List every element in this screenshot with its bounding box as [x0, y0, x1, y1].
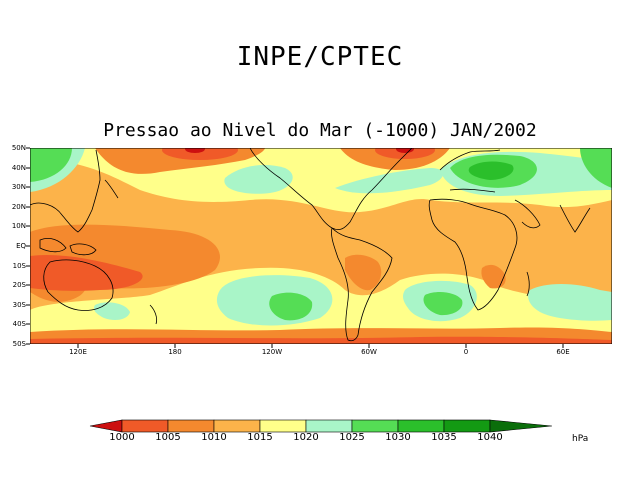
lat-label-40n: 40N	[11, 164, 26, 172]
colorbar-label-1005: 1005	[155, 432, 181, 443]
field-lt1000-north-low-a	[185, 148, 205, 153]
colorbar-swatch-1020-1025	[305, 419, 353, 433]
colorbar-unit: hPa	[572, 434, 589, 444]
lon-label-0: 0	[463, 348, 469, 356]
colorbar-label-1025: 1025	[339, 432, 365, 443]
coastline-madagascar	[526, 271, 530, 297]
colorbar-swatch-1035-1040	[443, 419, 491, 433]
coastline-japan	[104, 179, 119, 199]
lat-label-50n: 50N	[11, 144, 26, 152]
coastline-mediterranean	[449, 188, 496, 193]
field-1020-1025-north-atlantic-high	[335, 168, 444, 194]
coastline-maritime-continent-b	[69, 243, 97, 256]
coastline-india	[559, 204, 591, 233]
field-1000-1005-north-low-b	[375, 148, 435, 159]
colorbar-swatch-1010-1015	[213, 419, 261, 433]
lat-label-10n: 10N	[11, 222, 26, 230]
header-title: INPE/CPTEC	[236, 42, 404, 72]
colorbar	[89, 419, 553, 433]
coastline-north-america	[249, 148, 413, 230]
field-1020-1025-tasman	[94, 302, 130, 320]
coastline-east-asia	[30, 149, 101, 233]
lon-label-60e: 60E	[556, 348, 570, 356]
colorbar-label-1000: 1000	[109, 432, 135, 443]
field-1000-1005-north-low-a	[162, 148, 238, 160]
colorbar-swatch-1025-1030	[351, 419, 399, 433]
field-1025-1030-west	[30, 148, 72, 182]
colorbar-swatch-1005-1010	[167, 419, 215, 433]
lat-label-40s: 40S	[12, 320, 26, 328]
coastline-new-zealand	[149, 304, 158, 325]
colorbar-label-1040: 1040	[477, 432, 503, 443]
field-1005-1010-south-america	[345, 254, 382, 291]
field-1020-1025-north-pacific-high	[224, 165, 293, 194]
map-title: Pressao ao Nivel do Mar (-1000) JAN/2002	[103, 120, 537, 141]
coastline-maritime-continent-a	[39, 238, 67, 253]
lat-label-30n: 30N	[11, 183, 26, 191]
coastline-australia	[43, 259, 114, 311]
field-1000-1005-west-tropics	[30, 254, 143, 291]
coastlines	[30, 148, 591, 342]
field-1005-1010-africa	[481, 264, 506, 289]
colorbar-swatch-1000-1005	[121, 419, 169, 433]
pressure-field	[30, 148, 612, 344]
field-1025-1030-south-atlantic	[423, 292, 463, 316]
lat-label-10s: 10S	[12, 262, 26, 270]
field-1000-1005-southern-ocean	[30, 336, 612, 344]
lat-label-30s: 30S	[12, 301, 26, 309]
field-1025-1030-east	[580, 148, 612, 188]
colorbar-label-1035: 1035	[431, 432, 457, 443]
colorbar-arrow-low	[89, 419, 123, 433]
field-1030-1035-asia	[468, 161, 514, 180]
coastline-europe	[439, 149, 501, 171]
colorbar-label-1010: 1010	[201, 432, 227, 443]
coastline-arabia	[514, 199, 541, 229]
lat-label-eq: EQ	[16, 242, 26, 250]
lon-label-120e: 120E	[69, 348, 87, 356]
colorbar-label-1015: 1015	[247, 432, 273, 443]
field-1025-1030-south-pacific	[269, 292, 313, 321]
field-1020-1025-south-indian	[528, 284, 612, 321]
field-lt1000-north-low-b	[396, 148, 414, 153]
lon-label-60w: 60W	[361, 348, 377, 356]
coastline-africa	[428, 198, 518, 311]
colorbar-swatch-1030-1035	[397, 419, 445, 433]
lon-label-180: 180	[168, 348, 182, 356]
lat-label-50s: 50S	[12, 340, 26, 348]
colorbar-label-1030: 1030	[385, 432, 411, 443]
axis-ticks	[26, 147, 564, 348]
lat-label-20s: 20S	[12, 281, 26, 289]
colorbar-arrow-high	[489, 419, 553, 433]
lon-label-120w: 120W	[261, 348, 283, 356]
coastline-south-america	[331, 227, 393, 342]
lat-label-20n: 20N	[11, 203, 26, 211]
colorbar-swatch-1015-1020	[259, 419, 307, 433]
colorbar-label-1020: 1020	[293, 432, 319, 443]
